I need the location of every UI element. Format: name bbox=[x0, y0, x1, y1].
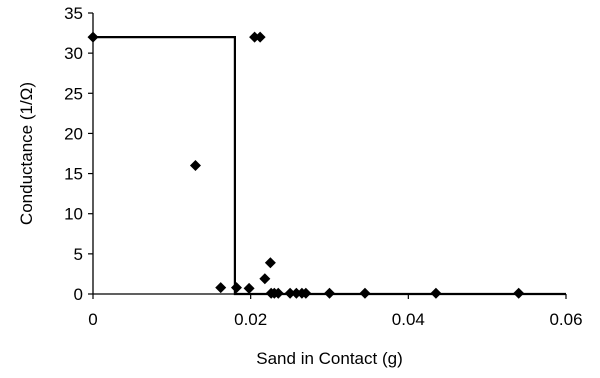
threshold-step-line bbox=[93, 35, 566, 296]
data-point bbox=[300, 287, 312, 299]
data-point bbox=[259, 273, 271, 285]
data-point bbox=[290, 287, 302, 299]
data-point bbox=[215, 282, 227, 294]
y-tick-label: 15 bbox=[64, 165, 83, 184]
data-point bbox=[230, 282, 242, 294]
y-tick-label: 30 bbox=[64, 44, 83, 63]
y-tick-label: 0 bbox=[74, 285, 83, 304]
x-axis-title: Sand in Contact (g) bbox=[256, 349, 402, 368]
data-point bbox=[87, 31, 99, 43]
y-axis-title: Conductance (1/Ω) bbox=[17, 82, 36, 225]
data-point bbox=[284, 287, 296, 299]
y-tick-label: 25 bbox=[64, 84, 83, 103]
x-tick-label: 0.02 bbox=[234, 310, 267, 329]
x-tick-label: 0.04 bbox=[392, 310, 425, 329]
y-tick-label: 5 bbox=[74, 245, 83, 264]
data-point bbox=[324, 287, 335, 299]
y-tick-label: 35 bbox=[64, 4, 83, 23]
data-point bbox=[359, 287, 371, 299]
data-point bbox=[272, 287, 284, 299]
x-tick-label: 0 bbox=[88, 310, 97, 329]
data-point bbox=[243, 282, 255, 294]
data-point bbox=[254, 31, 266, 43]
data-point bbox=[189, 160, 201, 172]
data-point bbox=[249, 31, 261, 43]
x-tick-label: 0.06 bbox=[549, 310, 582, 329]
data-points bbox=[87, 31, 525, 299]
step-line bbox=[93, 35, 566, 296]
y-tick-label: 20 bbox=[64, 124, 83, 143]
y-axis: 0 5 10 15 20 25 30 35 bbox=[64, 4, 94, 304]
y-tick-label: 10 bbox=[64, 205, 83, 224]
data-point bbox=[430, 287, 442, 299]
x-axis: 0 0.02 0.04 0.06 bbox=[88, 293, 583, 329]
data-point bbox=[513, 287, 525, 299]
data-point bbox=[264, 257, 276, 269]
